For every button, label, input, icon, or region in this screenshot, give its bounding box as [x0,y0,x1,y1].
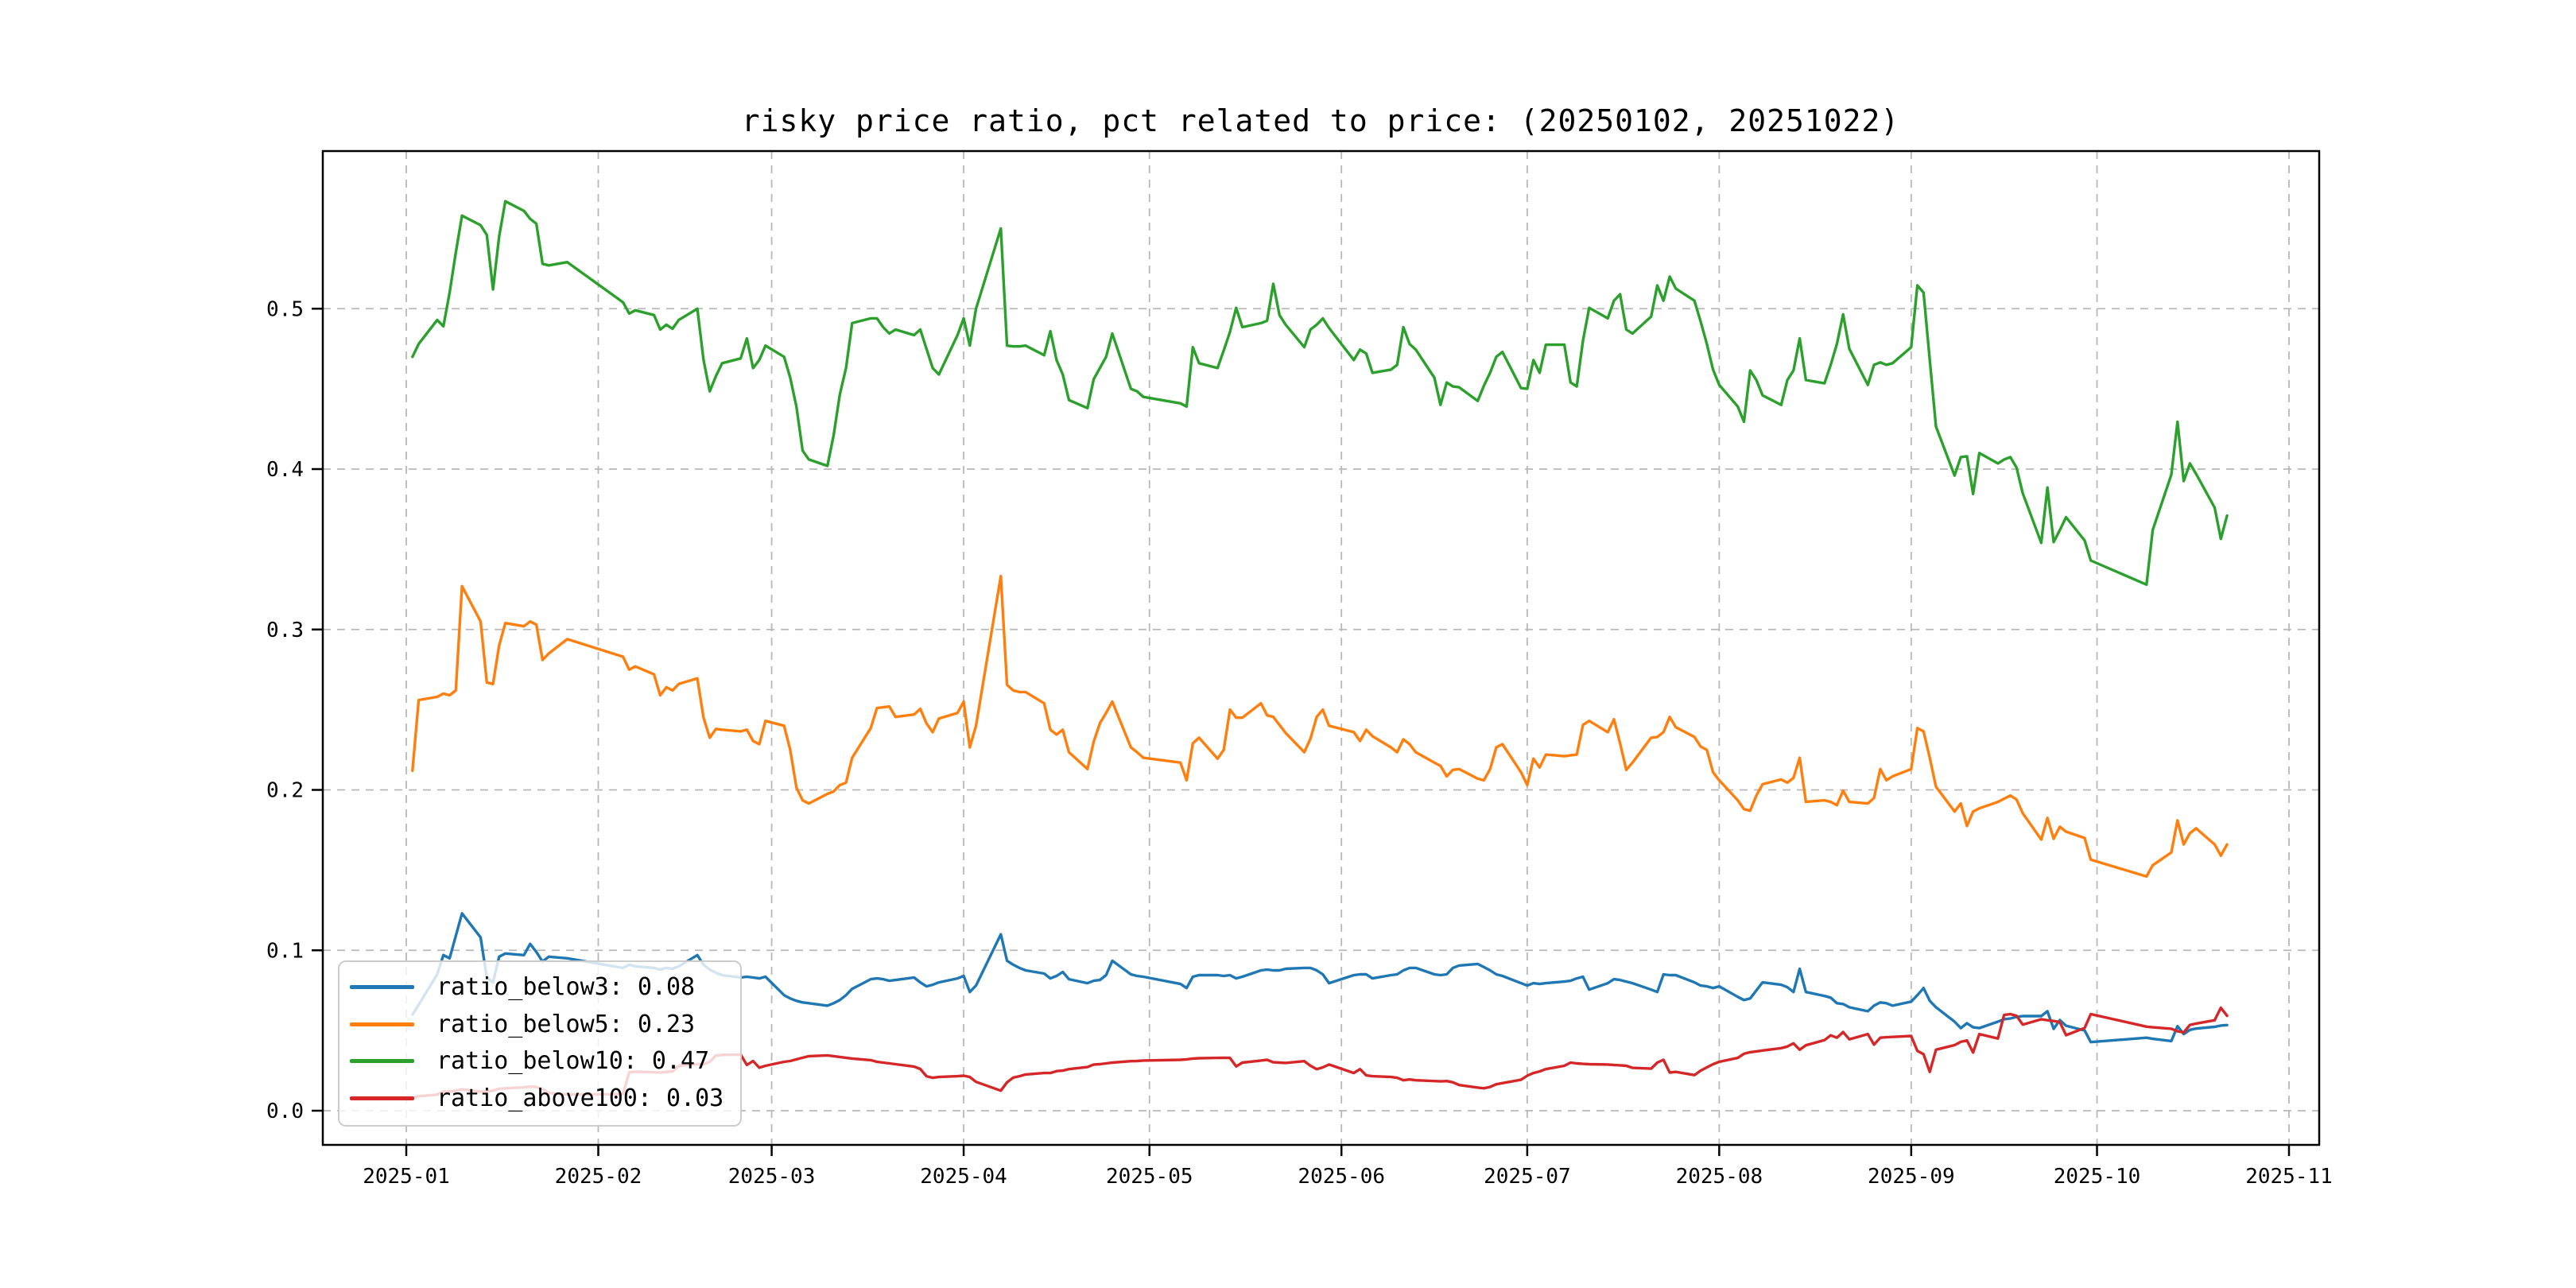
legend-line-swatch-red-icon [350,1096,414,1101]
legend: ratio_below3: 0.08 ratio_below5: 0.23 ra… [338,960,742,1127]
x-tick-label: 2025-06 [1298,1165,1385,1189]
y-tick-label: 0.5 [266,297,304,321]
x-tick-label: 2025-11 [2245,1165,2333,1189]
series-line-ratio_above100 [411,1006,2229,1100]
legend-item-ratio-above100: ratio_above100: 0.03 [339,1080,740,1117]
legend-item-ratio-below3: ratio_below3: 0.08 [339,968,740,1006]
y-tick-label: 0.4 [266,458,304,482]
legend-line-swatch-orange-icon [350,1022,414,1026]
x-tick-label: 2025-01 [363,1165,450,1189]
legend-label: ratio_above100: 0.03 [436,1084,724,1113]
chart-title: risky price ratio, pct related to price:… [741,103,1900,138]
x-tick-label: 2025-03 [728,1165,816,1189]
series-line-ratio_below3 [411,912,2229,1044]
legend-item-ratio-below5: ratio_below5: 0.23 [339,1006,740,1043]
x-tick-label: 2025-09 [1868,1165,1955,1189]
x-tick-label: 2025-07 [1484,1165,1571,1189]
y-tick-label: 0.0 [266,1100,304,1123]
legend-label: ratio_below3: 0.08 [436,972,696,1001]
x-tick-label: 2025-04 [920,1165,1007,1189]
legend-line-swatch-blue-icon [350,984,414,989]
x-tick-label: 2025-02 [555,1165,642,1189]
y-tick-label: 0.3 [266,619,304,642]
legend-line-swatch-green-icon [350,1059,414,1064]
y-tick-label: 0.2 [266,779,304,803]
x-tick-label: 2025-08 [1676,1165,1763,1189]
legend-label: ratio_below5: 0.23 [436,1010,696,1038]
legend-item-ratio-below10: ratio_below10: 0.47 [339,1043,740,1080]
series-line-ratio_below5 [411,574,2229,879]
legend-label: ratio_below10: 0.47 [436,1047,710,1076]
x-tick-label: 2025-05 [1106,1165,1193,1189]
series-line-ratio_below10 [411,200,2229,586]
plot-border [321,149,2321,1146]
x-tick-label: 2025-10 [2054,1165,2141,1189]
y-tick-label: 0.1 [266,939,304,963]
